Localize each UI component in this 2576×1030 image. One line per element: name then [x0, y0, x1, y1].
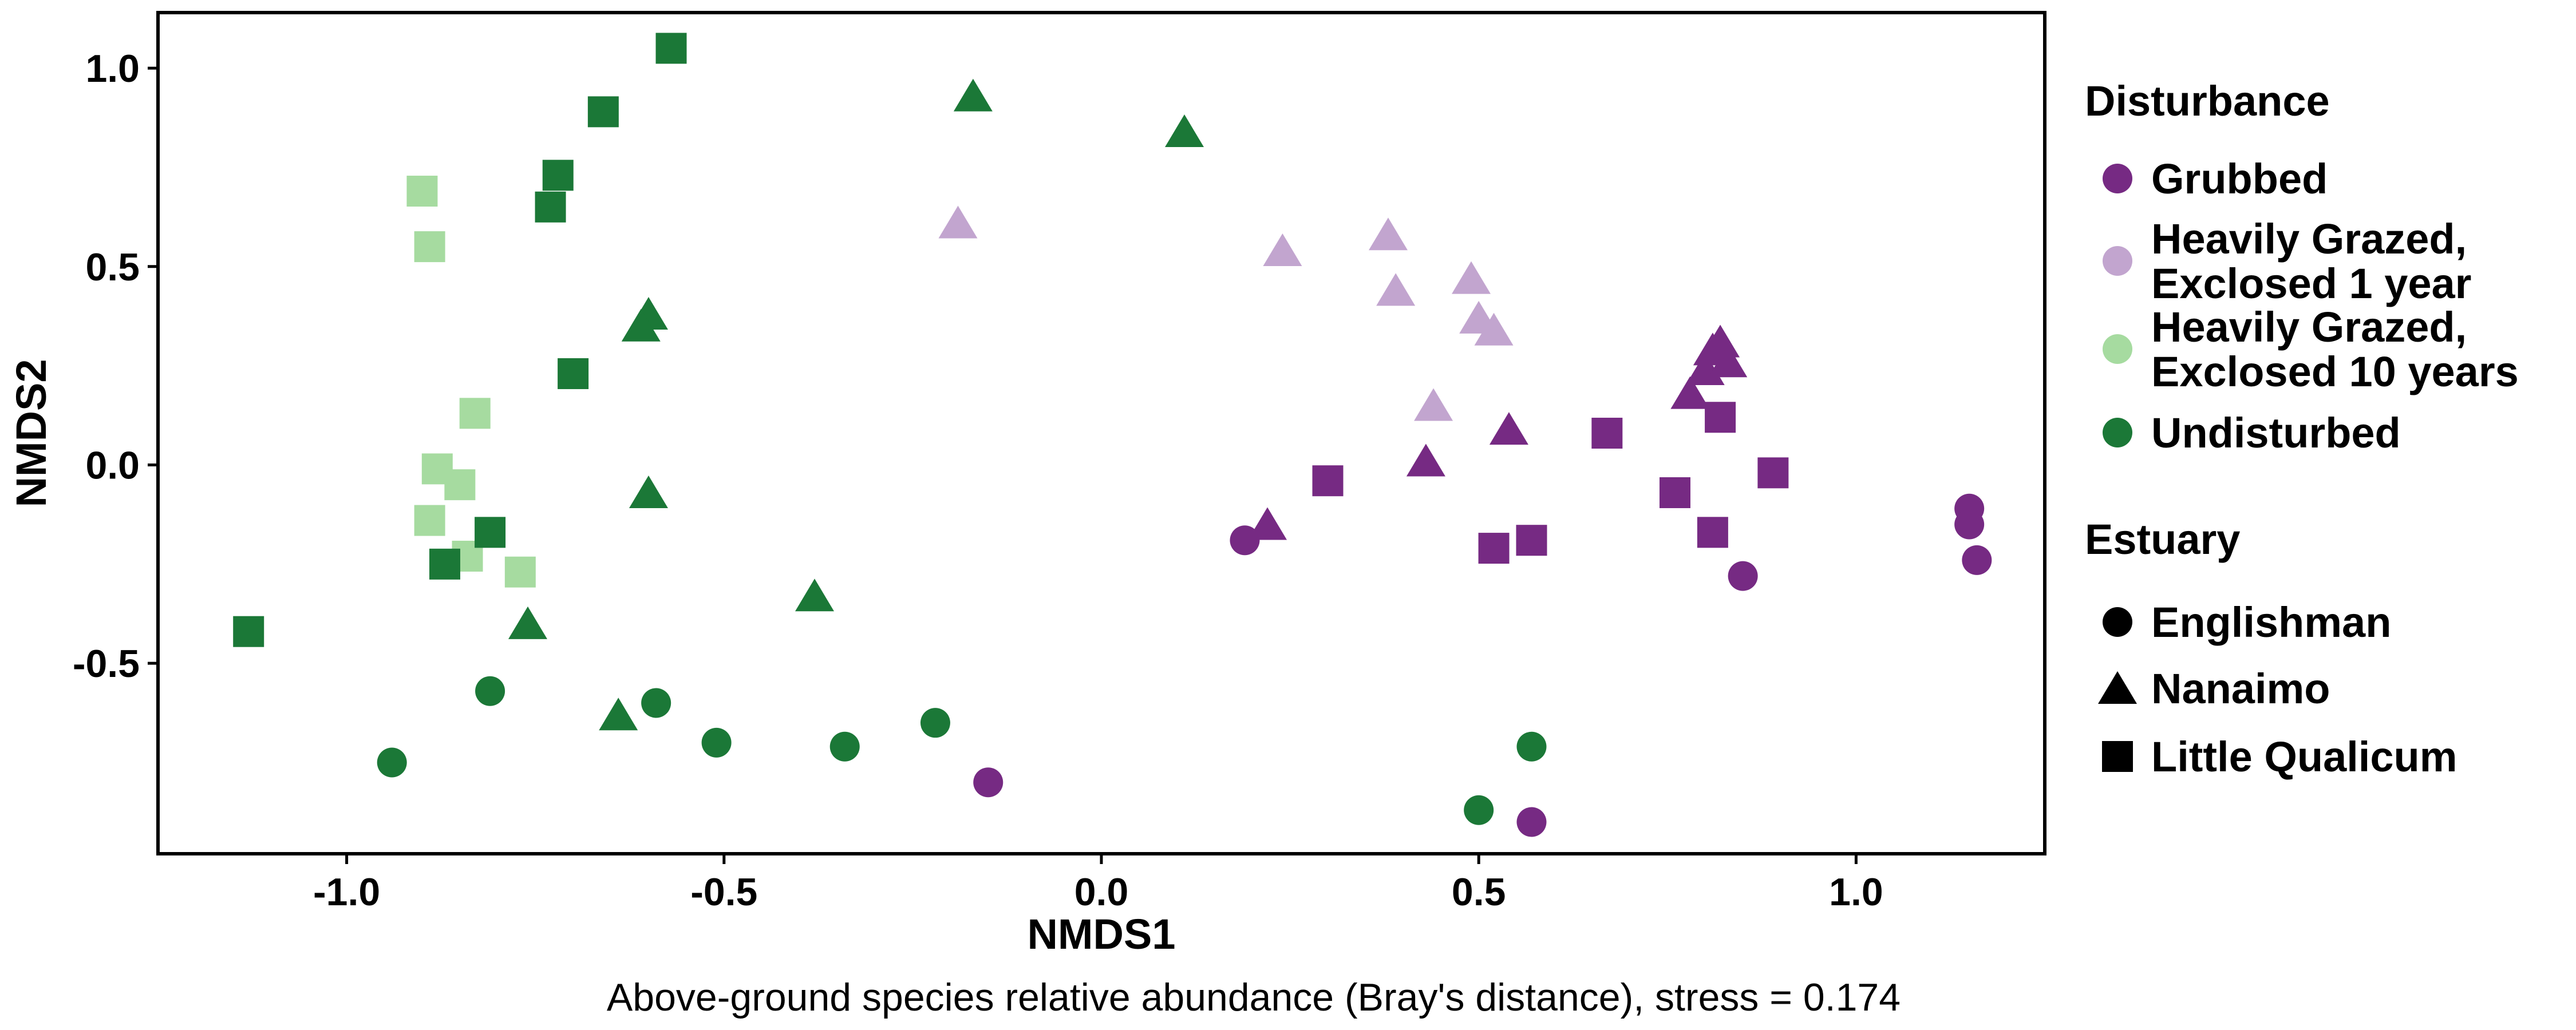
data-point-square [1757, 457, 1789, 489]
y-axis-ticks: -0.5 0.0 0.5 1.0 [73, 47, 158, 686]
y-tick-label: 0.0 [85, 443, 140, 487]
data-point-square [542, 160, 574, 191]
data-point-triangle [1406, 443, 1445, 477]
data-point-circle [641, 688, 671, 718]
data-point-square [558, 358, 589, 389]
chart-caption: Above-ground species relative abundance … [607, 976, 1901, 1019]
data-point-square [459, 398, 491, 429]
legend-label-disturbance: Grubbed [2151, 155, 2328, 203]
data-point-square [535, 191, 566, 223]
data-point-circle [1516, 807, 1547, 837]
data-point-square [1516, 525, 1547, 556]
data-points [233, 33, 1992, 837]
data-point-square [504, 556, 536, 588]
data-point-triangle [938, 205, 978, 239]
x-tick-label: 0.5 [1452, 870, 1506, 914]
legend-key-disturbance [2103, 418, 2132, 447]
data-point-triangle [1263, 233, 1302, 267]
x-axis-ticks: -1.0 -0.5 0.0 0.5 1.0 [313, 854, 1883, 914]
legend-key-triangle [2098, 671, 2137, 704]
data-point-triangle [1376, 273, 1416, 306]
data-point-circle [475, 676, 505, 706]
data-point-square [1659, 477, 1690, 509]
data-point-triangle [1708, 344, 1748, 378]
y-tick-label: -0.5 [73, 642, 140, 686]
data-point-triangle [1248, 507, 1287, 540]
data-point-triangle [1414, 388, 1453, 421]
data-point-triangle [1474, 312, 1514, 346]
legend-label-estuary: Nanaimo [2151, 665, 2330, 712]
data-point-square [406, 176, 438, 207]
legend-key-disturbance [2103, 164, 2132, 193]
legend-key-disturbance [2103, 334, 2132, 364]
data-point-circle [829, 731, 860, 762]
legend-label-disturbance: Exclosed 1 year [2151, 260, 2471, 307]
data-point-triangle [629, 476, 668, 509]
data-point-square [414, 505, 445, 536]
data-point-triangle [621, 308, 661, 342]
data-point-circle [1954, 509, 1985, 540]
y-axis-title: NMDS2 [7, 359, 55, 507]
x-tick-label: -1.0 [313, 870, 380, 914]
estuary-legend: Estuary Englishman Nanaimo Little Qualicum [2085, 516, 2458, 781]
legend-label-disturbance: Undisturbed [2151, 409, 2401, 457]
data-point-square [1705, 402, 1736, 433]
disturbance-legend-title: Disturbance [2085, 77, 2330, 125]
y-tick-label: 1.0 [85, 47, 140, 90]
x-tick-label: -0.5 [690, 870, 757, 914]
data-point-triangle [1489, 412, 1528, 445]
legend-label-estuary: Little Qualicum [2151, 733, 2458, 781]
data-point-circle [377, 747, 407, 778]
x-tick-label: 1.0 [1829, 870, 1883, 914]
legend-key-circle [2103, 607, 2132, 637]
data-point-square [233, 616, 264, 647]
legend-label-disturbance: Heavily Grazed, [2151, 215, 2467, 263]
data-point-square [1697, 517, 1728, 548]
legend-label-estuary: Englishman [2151, 599, 2391, 646]
x-axis-title: NMDS1 [1027, 910, 1175, 958]
data-point-triangle [1670, 376, 1710, 409]
data-point-triangle [1452, 261, 1491, 294]
y-tick-label: 0.5 [85, 245, 140, 289]
legend-label-disturbance: Heavily Grazed, [2151, 303, 2467, 351]
data-point-square [429, 548, 460, 580]
data-point-triangle [599, 698, 638, 731]
data-point-circle [701, 727, 732, 758]
data-point-circle [1516, 731, 1547, 762]
data-point-square [587, 96, 619, 128]
data-point-circle [1464, 795, 1494, 825]
data-point-circle [920, 708, 950, 738]
data-point-circle [973, 767, 1003, 798]
data-point-triangle [1165, 114, 1204, 148]
data-point-triangle [1368, 217, 1408, 251]
data-point-square [414, 231, 445, 263]
data-point-circle [1728, 561, 1758, 591]
data-point-square [655, 33, 687, 64]
data-point-square [1312, 465, 1344, 497]
legend-label-disturbance: Exclosed 10 years [2151, 348, 2519, 395]
x-tick-label: 0.0 [1074, 870, 1129, 914]
data-point-square [1478, 533, 1510, 564]
data-point-square [444, 469, 476, 501]
data-point-triangle [953, 78, 993, 112]
data-point-square [1591, 418, 1623, 449]
data-point-square [475, 517, 506, 548]
data-point-triangle [795, 579, 835, 612]
estuary-legend-title: Estuary [2085, 516, 2240, 563]
data-point-circle [1962, 545, 1992, 575]
legend-key-square [2102, 741, 2133, 772]
data-point-triangle [508, 606, 548, 639]
legend-key-disturbance [2103, 246, 2132, 276]
